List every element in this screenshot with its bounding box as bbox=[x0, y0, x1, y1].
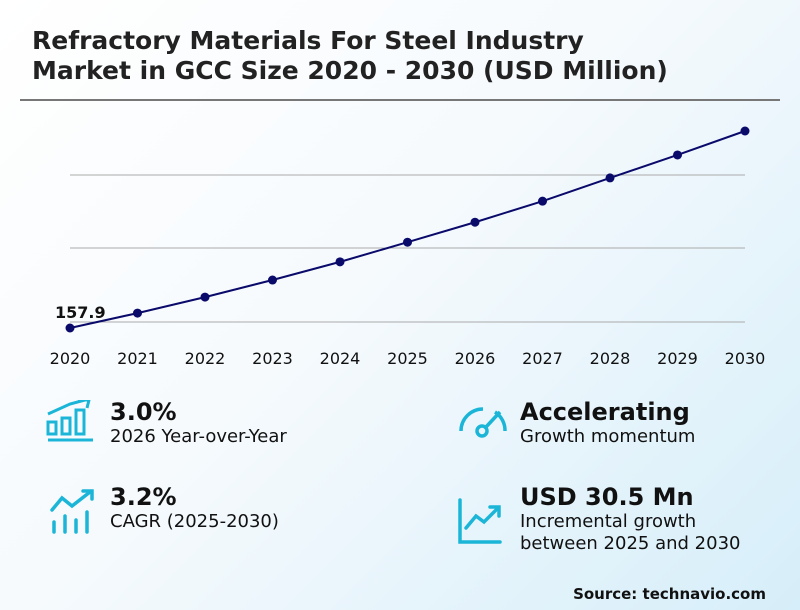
kpi-incremental: USD 30.5 Mn Incremental growth between 202… bbox=[520, 483, 740, 555]
data-point bbox=[133, 308, 142, 318]
data-point bbox=[673, 150, 682, 160]
x-tick-label: 2027 bbox=[522, 349, 563, 368]
title-divider bbox=[20, 99, 780, 101]
x-tick-label: 2030 bbox=[725, 349, 766, 368]
kpi-label: Incremental growth bbox=[520, 511, 697, 532]
data-point bbox=[740, 126, 750, 136]
bar-chart-growth-icon bbox=[46, 400, 93, 442]
data-point bbox=[200, 292, 210, 302]
kpi-label: CAGR (2025-2030) bbox=[110, 511, 279, 532]
data-point bbox=[403, 237, 412, 247]
line-chart: 2020 2021 2022 2023 2024 2025 2026 2027 2028 2029… bbox=[50, 126, 766, 368]
kpi-value: 3.0% bbox=[110, 398, 177, 426]
kpi-yoy: 3.0% 2026 Year-over-Year bbox=[110, 398, 287, 448]
x-tick-label: 2026 bbox=[455, 349, 496, 368]
data-point bbox=[335, 257, 345, 267]
kpi-label: Growth momentum bbox=[520, 426, 696, 447]
title-line-1: Refractory Materials For Steel Industry bbox=[32, 26, 584, 55]
speedometer-icon bbox=[459, 407, 507, 438]
kpi-value: Accelerating bbox=[520, 398, 690, 426]
x-tick-label: 2025 bbox=[387, 349, 428, 368]
kpi-value: 3.2% bbox=[110, 483, 177, 511]
data-point bbox=[605, 173, 615, 183]
x-tick-label: 2024 bbox=[320, 349, 361, 368]
data-point bbox=[268, 275, 277, 285]
x-tick-label: 2020 bbox=[50, 349, 91, 368]
series-line bbox=[69, 130, 746, 329]
line-chart-up-icon bbox=[458, 498, 502, 544]
chart-title: Refractory Materials For Steel Industry M… bbox=[32, 26, 668, 86]
source-credit: Source: technavio.com bbox=[573, 585, 766, 603]
trend-up-bars-icon bbox=[50, 489, 94, 534]
x-tick-label: 2021 bbox=[117, 349, 158, 368]
x-tick-label: 2023 bbox=[252, 349, 293, 368]
kpi-cagr: 3.2% CAGR (2025-2030) bbox=[110, 483, 279, 533]
x-tick-label: 2028 bbox=[590, 349, 631, 368]
title-line-2: Market in GCC Size 2020 - 2030 (USD Mill… bbox=[32, 56, 668, 85]
kpi-value: USD 30.5 Mn bbox=[520, 483, 694, 511]
data-label: 157.9 bbox=[55, 303, 106, 322]
x-tick-label: 2022 bbox=[185, 349, 226, 368]
data-point bbox=[65, 323, 75, 333]
kpi-label: 2026 Year-over-Year bbox=[110, 426, 287, 447]
data-point bbox=[538, 196, 547, 206]
x-tick-label: 2029 bbox=[657, 349, 698, 368]
kpi-label-2: between 2025 and 2030 bbox=[520, 533, 741, 554]
kpi-momentum: Accelerating Growth momentum bbox=[520, 398, 695, 448]
data-point bbox=[470, 217, 480, 227]
